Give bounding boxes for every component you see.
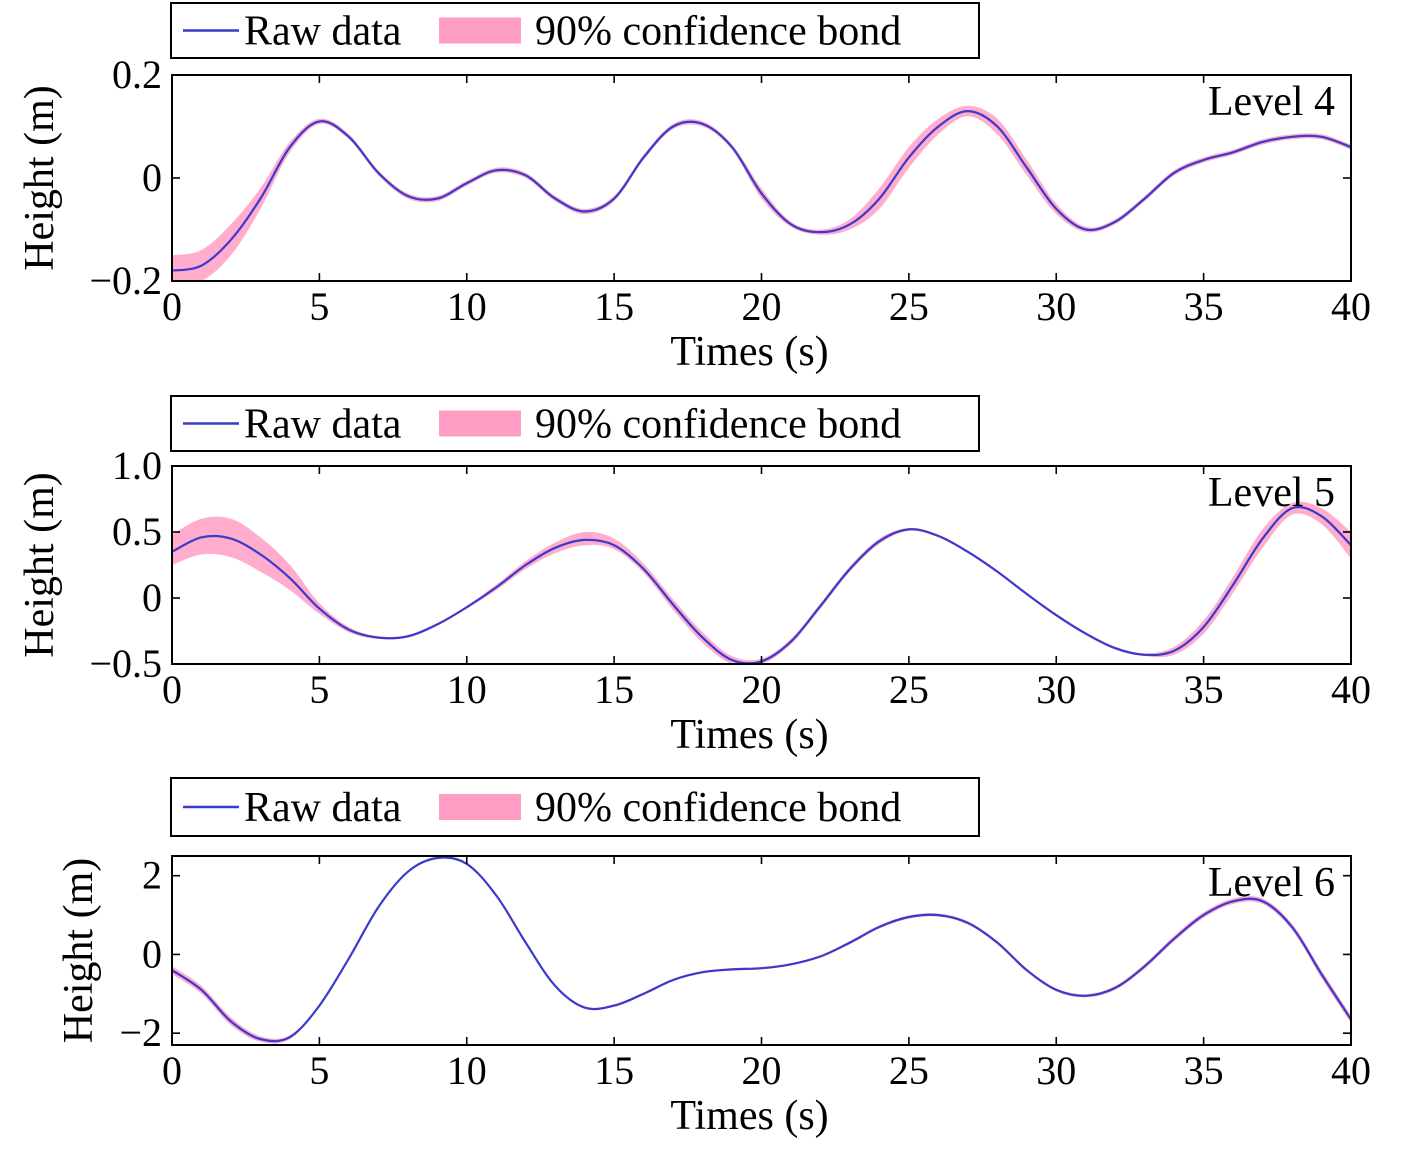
y-tick-label: 0 <box>142 155 162 200</box>
legend-box <box>170 395 980 452</box>
raw-data-line <box>172 505 1351 664</box>
y-tick-label: −2 <box>119 1010 162 1055</box>
y-tick-label: 0.5 <box>112 509 162 554</box>
raw-data-line <box>172 109 1351 272</box>
x-tick-label: 35 <box>1184 667 1224 712</box>
y-tick-label: 2 <box>142 853 162 898</box>
x-tick-label: 15 <box>594 1048 634 1093</box>
legend-band-label: 90% confidence bond <box>535 402 901 448</box>
x-tick-label: 0 <box>162 284 182 329</box>
x-tick-label: 0 <box>162 1048 182 1093</box>
x-tick-label: 15 <box>594 284 634 329</box>
plot-area <box>172 105 1351 281</box>
level-annotation: Level 6 <box>1208 860 1335 906</box>
level-annotation: Level 4 <box>1208 79 1335 125</box>
y-axis-label: Height (m) <box>17 85 63 270</box>
axes-frame <box>171 855 1352 1046</box>
x-tick-label: 40 <box>1331 284 1371 329</box>
x-tick-label: 10 <box>447 284 487 329</box>
legend: Raw data 90% confidence bond <box>170 395 980 452</box>
axes-frame <box>171 74 1352 282</box>
x-tick-label: 25 <box>889 667 929 712</box>
y-tick-label: −0.2 <box>89 258 162 303</box>
x-tick-label: 20 <box>742 1048 782 1093</box>
plot-area <box>172 501 1351 664</box>
x-axis-label: Times (s) <box>670 329 828 375</box>
x-tick-label: 25 <box>889 284 929 329</box>
raw-data-line <box>172 856 1351 1043</box>
y-tick-label: 0 <box>142 575 162 620</box>
x-axis-label: Times (s) <box>670 1093 828 1139</box>
legend-band-label: 90% confidence bond <box>535 785 901 831</box>
x-tick-label: 30 <box>1036 667 1076 712</box>
legend-band-swatch <box>439 17 521 44</box>
y-tick-label: −0.5 <box>89 641 162 686</box>
x-tick-label: 5 <box>309 284 329 329</box>
legend-raw-label: Raw data <box>244 402 402 448</box>
x-tick-label: 30 <box>1036 284 1076 329</box>
axes-frame <box>171 465 1352 665</box>
x-tick-label: 5 <box>309 1048 329 1093</box>
confidence-band <box>172 501 1351 664</box>
legend-band-swatch <box>439 794 521 820</box>
x-tick-label: 20 <box>742 284 782 329</box>
confidence-band <box>172 105 1351 281</box>
legend-raw-label: Raw data <box>244 9 402 55</box>
x-tick-label: 25 <box>889 1048 929 1093</box>
x-tick-label: 20 <box>742 667 782 712</box>
y-tick-label: 0 <box>142 931 162 976</box>
x-tick-label: 35 <box>1184 284 1224 329</box>
x-tick-label: 5 <box>309 667 329 712</box>
legend-raw-label: Raw data <box>244 785 402 831</box>
legend-band-label: 90% confidence bond <box>535 9 901 55</box>
x-tick-label: 40 <box>1331 667 1371 712</box>
plot-area <box>172 856 1351 1044</box>
y-axis-label: Height (m) <box>56 858 102 1043</box>
y-tick-label: 1.0 <box>112 443 162 488</box>
legend-band-swatch <box>439 410 521 437</box>
y-tick-label: 0.2 <box>112 52 162 97</box>
x-tick-label: 0 <box>162 667 182 712</box>
x-axis-label: Times (s) <box>670 712 828 758</box>
legend: Raw data 90% confidence bond <box>170 2 980 59</box>
x-tick-label: 40 <box>1331 1048 1371 1093</box>
confidence-band <box>172 856 1351 1044</box>
legend-box <box>170 777 980 837</box>
x-tick-label: 30 <box>1036 1048 1076 1093</box>
x-tick-label: 15 <box>594 667 634 712</box>
x-tick-label: 35 <box>1184 1048 1224 1093</box>
x-tick-label: 10 <box>447 667 487 712</box>
level-annotation: Level 5 <box>1208 470 1335 516</box>
legend: Raw data 90% confidence bond <box>170 777 980 837</box>
legend-box <box>170 2 980 59</box>
x-tick-label: 10 <box>447 1048 487 1093</box>
y-axis-label: Height (m) <box>17 472 63 657</box>
